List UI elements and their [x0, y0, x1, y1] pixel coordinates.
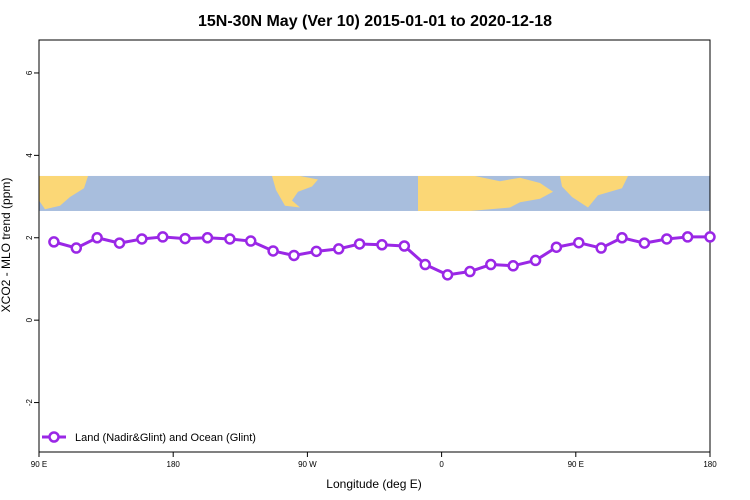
legend-label: Land (Nadir&Glint) and Ocean (Glint) — [75, 432, 256, 444]
data-point — [419, 258, 431, 271]
data-point — [201, 232, 214, 244]
data-point — [224, 233, 236, 245]
x-axis: 90 E 180 90 W 0 90 E 180 — [31, 452, 717, 469]
data-point — [91, 232, 103, 244]
x-tick-label: 180 — [703, 460, 717, 469]
data-point — [288, 249, 300, 262]
map-land-2 — [418, 175, 553, 211]
data-point — [464, 265, 476, 278]
series-layer — [48, 231, 716, 281]
chart-title: 15N-30N May (Ver 10) 2015-01-01 to 2020-… — [198, 13, 552, 30]
map-land-3 — [560, 175, 628, 208]
plot-frame — [38, 39, 711, 453]
data-point — [267, 245, 279, 257]
data-point — [398, 240, 411, 252]
data-point — [441, 269, 454, 281]
y-axis: -2 0 2 4 6 — [25, 70, 39, 406]
x-axis-label: Longitude (deg E) — [326, 477, 421, 491]
data-point — [638, 237, 651, 249]
x-tick-label: 180 — [167, 460, 181, 469]
data-point — [376, 239, 388, 251]
data-point — [550, 241, 563, 253]
data-point — [573, 236, 585, 249]
x-tick-label: 90 W — [298, 460, 317, 469]
y-tick-label: 2 — [25, 235, 34, 240]
x-tick-label: 90 E — [31, 460, 47, 469]
data-point — [595, 242, 607, 254]
data-point — [48, 236, 60, 248]
data-point — [661, 233, 673, 245]
x-tick-label: 0 — [439, 460, 444, 469]
data-point — [157, 231, 169, 243]
y-tick-label: -2 — [25, 398, 34, 406]
y-tick-label: 6 — [25, 70, 34, 75]
map-land-4 — [296, 177, 310, 187]
data-point — [113, 237, 126, 249]
y-axis-label: XCO2 - MLO trend (ppm) — [0, 178, 13, 313]
data-point — [507, 260, 519, 272]
data-point — [70, 242, 83, 254]
data-point — [529, 254, 542, 267]
data-point — [244, 235, 257, 247]
world-map-band — [39, 175, 710, 211]
y-tick-label: 0 — [25, 317, 34, 322]
data-point — [179, 232, 191, 245]
y-tick-label: 4 — [25, 153, 34, 158]
data-point — [136, 233, 148, 245]
data-point — [310, 245, 323, 258]
data-point — [332, 243, 345, 255]
legend: Land (Nadir&Glint) and Ocean (Glint) — [42, 431, 256, 444]
data-point — [485, 258, 497, 271]
map-land-0 — [39, 175, 88, 210]
data-point — [704, 231, 716, 243]
data-point — [353, 238, 366, 250]
data-point — [681, 231, 694, 243]
x-tick-label: 90 E — [568, 460, 584, 469]
legend-marker-swatch — [48, 431, 60, 443]
data-point — [616, 232, 628, 244]
